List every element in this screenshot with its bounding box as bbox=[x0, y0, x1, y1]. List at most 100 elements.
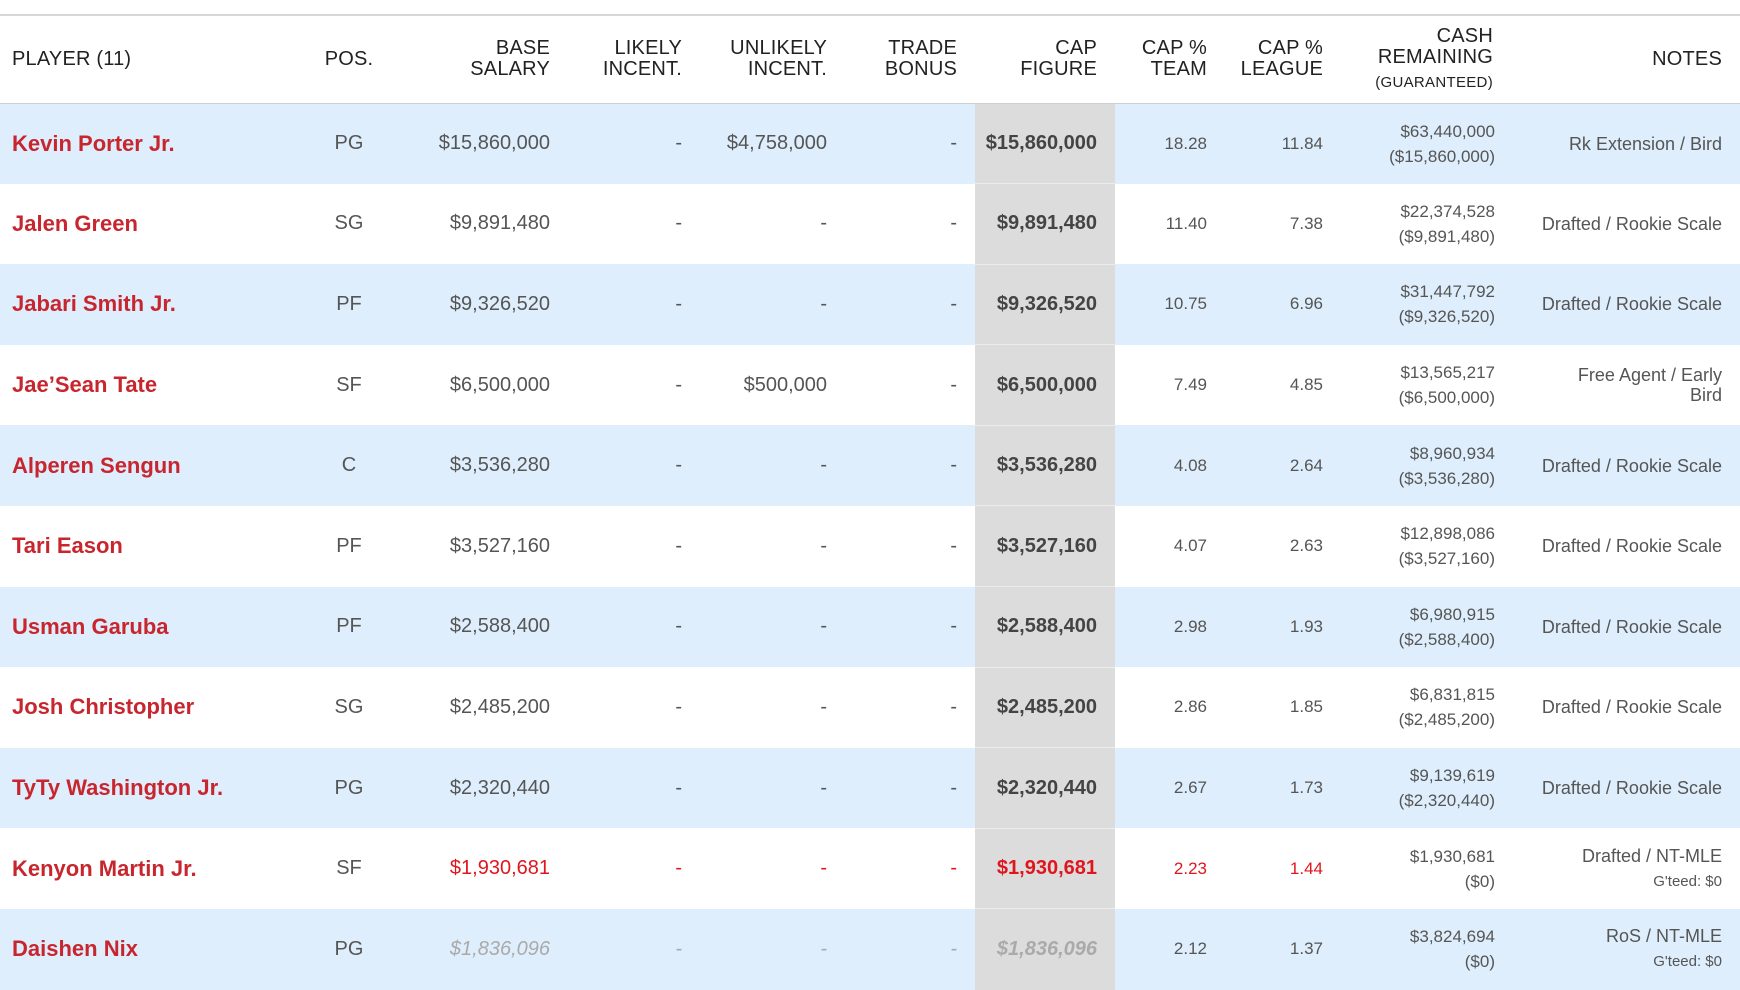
likely-incentives-cell: - bbox=[675, 292, 682, 315]
header-cap-pct-team[interactable]: CAP % TEAM bbox=[1115, 16, 1225, 104]
base-salary-cell: $2,320,440 bbox=[449, 776, 550, 799]
trade-bonus-cell: - bbox=[950, 454, 957, 477]
unlikely-incentives-cell: - bbox=[820, 534, 827, 557]
guaranteed-note: G'teed: $0 bbox=[1653, 953, 1722, 971]
cap-figure-cell: $9,326,520 bbox=[975, 263, 1115, 345]
player-name-link[interactable]: Tari Eason bbox=[12, 533, 123, 559]
header-trade-bonus[interactable]: TRADE BONUS bbox=[845, 16, 975, 104]
table-row: Daishen Nix PG $1,836,096- - - $1,836,096 2.12… bbox=[0, 908, 1740, 990]
base-salary-cell: $1,930,681 bbox=[449, 857, 550, 880]
cash-remaining-cell: $8,960,934 ($3,536,280) bbox=[1341, 425, 1511, 506]
position-cell: SG bbox=[334, 695, 364, 718]
player-name-link[interactable]: Usman Garuba bbox=[12, 613, 169, 639]
notes-cell: Drafted / Rookie Scale bbox=[1511, 506, 1740, 587]
cap-pct-team-cell: 2.23 bbox=[1173, 858, 1207, 878]
cap-pct-team-cell: 18.28 bbox=[1164, 133, 1207, 153]
player-name-link[interactable]: Jabari Smith Jr. bbox=[12, 291, 176, 317]
base-salary-cell: $9,326,520 bbox=[449, 292, 550, 315]
cap-pct-team-cell: 11.40 bbox=[1165, 213, 1207, 233]
cash-remaining-cell: $31,447,792 ($9,326,520) bbox=[1341, 264, 1511, 345]
header-position[interactable]: POS. bbox=[290, 16, 408, 104]
player-name-link[interactable]: Jae’Sean Tate bbox=[12, 372, 158, 398]
table-row: Usman Garuba PF $2,588,400- - - $2,588,400 2.9… bbox=[0, 586, 1740, 668]
unlikely-incentives-cell: - bbox=[820, 292, 827, 315]
likely-incentives-cell: - bbox=[675, 695, 682, 718]
cap-pct-league-cell: 7.38 bbox=[1289, 213, 1323, 233]
cap-pct-league-cell: 1.73 bbox=[1289, 778, 1323, 798]
unlikely-incentives-cell: - bbox=[820, 937, 827, 960]
player-name-link[interactable]: Alperen Sengun bbox=[12, 452, 181, 478]
cash-remaining-value: $1,930,681 bbox=[1409, 846, 1495, 866]
cash-guaranteed-value: ($2,485,200) bbox=[1398, 710, 1495, 730]
header-cash-remaining[interactable]: CASH REMAINING (GUARANTEED) bbox=[1341, 16, 1511, 104]
notes-text: Drafted / Rookie Scale bbox=[1541, 616, 1722, 637]
unlikely-incentives-cell: - bbox=[820, 776, 827, 799]
player-cell: Usman Garuba bbox=[0, 587, 290, 668]
position-cell: SF bbox=[336, 373, 362, 396]
player-name-link[interactable]: Kenyon Martin Jr. bbox=[12, 855, 197, 881]
table-row: TyTy Washington Jr. PG $2,320,440- - - $2,320… bbox=[0, 747, 1740, 829]
header-player[interactable]: PLAYER (11) bbox=[0, 16, 290, 104]
position-cell: PG bbox=[334, 776, 364, 799]
notes-cell: RoS / NT-MLE G'teed: $0 bbox=[1511, 909, 1740, 990]
cash-remaining-cell: $1,930,681 ($0) bbox=[1341, 828, 1511, 909]
cap-figure-cell: $1,836,096 bbox=[975, 908, 1115, 990]
cap-pct-league-cell: 1.85 bbox=[1289, 697, 1323, 717]
cash-guaranteed-value: ($9,891,480) bbox=[1398, 226, 1495, 246]
likely-incentives-cell: - bbox=[675, 212, 682, 235]
header-notes[interactable]: NOTES bbox=[1511, 16, 1740, 104]
player-cell: Josh Christopher bbox=[0, 667, 290, 748]
unlikely-incentives-cell: - bbox=[820, 857, 827, 880]
cap-pct-league-cell: 6.96 bbox=[1289, 294, 1323, 314]
likely-incentives-cell: - bbox=[675, 857, 682, 880]
cash-remaining-value: $13,565,217 bbox=[1400, 363, 1495, 383]
cash-remaining-cell: $63,440,000 ($15,860,000) bbox=[1341, 103, 1511, 184]
position-cell: PF bbox=[336, 534, 362, 557]
header-cap-pct-league[interactable]: CAP % LEAGUE bbox=[1225, 16, 1341, 104]
cash-remaining-value: $8,960,934 bbox=[1409, 443, 1495, 463]
cash-remaining-value: $63,440,000 bbox=[1400, 121, 1495, 141]
cash-remaining-cell: $3,824,694 ($0) bbox=[1341, 909, 1511, 990]
base-salary-cell: $3,527,160 bbox=[449, 534, 550, 557]
notes-cell: Drafted / Rookie Scale bbox=[1511, 587, 1740, 668]
notes-text: Drafted / Rookie Scale bbox=[1541, 455, 1722, 476]
trade-bonus-cell: - bbox=[950, 534, 957, 557]
notes-text: Drafted / Rookie Scale bbox=[1541, 778, 1722, 799]
likely-incentives-cell: - bbox=[675, 534, 682, 557]
player-name-link[interactable]: Daishen Nix bbox=[12, 936, 138, 962]
header-likely-incentives[interactable]: LIKELY INCENT. bbox=[568, 16, 700, 104]
trade-bonus-cell: - bbox=[950, 937, 957, 960]
cash-remaining-cell: $9,139,619 ($2,320,440) bbox=[1341, 748, 1511, 829]
table-row: Tari Eason PF $3,527,160- - - $3,527,160 4.07 2… bbox=[0, 505, 1740, 587]
table-row: Jalen Green SG $9,891,480- - - $9,891,480 11.4… bbox=[0, 183, 1740, 265]
cap-pct-team-cell: 2.98 bbox=[1173, 616, 1207, 636]
base-salary-cell: $2,588,400 bbox=[449, 615, 550, 638]
cash-remaining-cell: $6,980,915 ($2,588,400) bbox=[1341, 587, 1511, 668]
player-cell: Jae’Sean Tate bbox=[0, 345, 290, 426]
cash-guaranteed-value: ($15,860,000) bbox=[1389, 146, 1495, 166]
header-unlikely-incentives[interactable]: UNLIKELY INCENT. bbox=[700, 16, 845, 104]
player-name-link[interactable]: Jalen Green bbox=[12, 210, 138, 236]
cash-remaining-value: $31,447,792 bbox=[1400, 282, 1495, 302]
cap-figure-cell: $2,588,400 bbox=[975, 586, 1115, 668]
header-base-salary[interactable]: BASE SALARY bbox=[408, 16, 568, 104]
unlikely-incentives-cell: - bbox=[820, 615, 827, 638]
notes-cell: Drafted / Rookie Scale bbox=[1511, 264, 1740, 345]
cap-figure-cell: $3,527,160 bbox=[975, 505, 1115, 587]
table-row: Jabari Smith Jr. PF $9,326,520- - - $9,326,52… bbox=[0, 263, 1740, 345]
player-name-link[interactable]: Josh Christopher bbox=[12, 694, 195, 720]
notes-cell: Drafted / Rookie Scale bbox=[1511, 667, 1740, 748]
notes-text: Drafted / Rookie Scale bbox=[1541, 697, 1722, 718]
table-row: Kevin Porter Jr. PG $15,860,000- $4,758,000… bbox=[0, 103, 1740, 184]
player-cell: Daishen Nix bbox=[0, 909, 290, 990]
unlikely-incentives-cell: - bbox=[820, 212, 827, 235]
cap-pct-league-cell: 1.37 bbox=[1289, 939, 1323, 959]
notes-cell: Free Agent / Early Bird bbox=[1511, 345, 1740, 426]
header-cap-figure[interactable]: CAP FIGURE bbox=[975, 16, 1115, 104]
player-name-link[interactable]: Kevin Porter Jr. bbox=[12, 130, 175, 156]
notes-text: Drafted / Rookie Scale bbox=[1541, 536, 1722, 557]
player-name-link[interactable]: TyTy Washington Jr. bbox=[12, 775, 224, 801]
cap-pct-team-cell: 10.75 bbox=[1164, 294, 1207, 314]
position-cell: SG bbox=[334, 212, 364, 235]
cash-remaining-value: $12,898,086 bbox=[1400, 524, 1495, 544]
